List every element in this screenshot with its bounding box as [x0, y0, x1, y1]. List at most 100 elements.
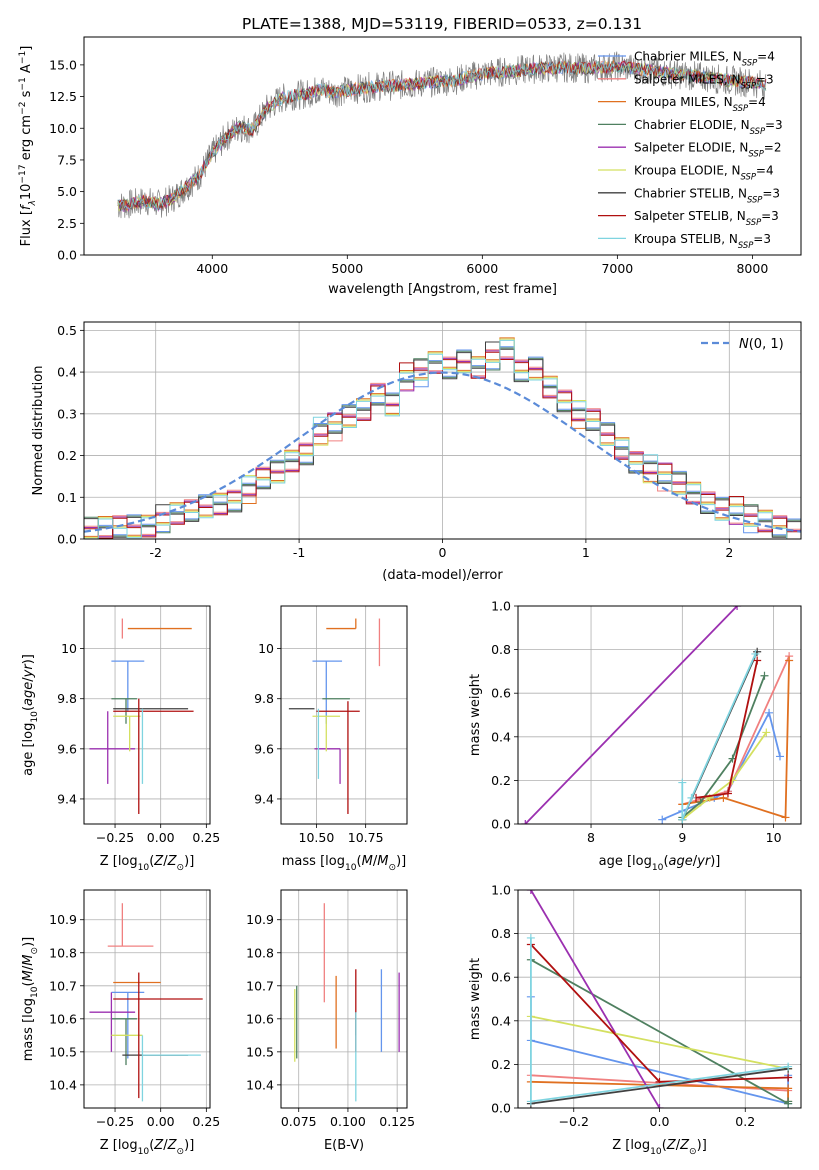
age-vs-metallicity-plot-area	[84, 606, 210, 824]
residuals-ytick-label: 0.0	[57, 532, 77, 547]
mass-vs-metallicity-frame	[83, 889, 211, 1109]
weight-vs-metallicity-xlabel-part: (	[662, 1138, 667, 1153]
residuals-ytick-label: 0.3	[57, 406, 77, 421]
mass-vs-metallicity-ylabel: mass [log10(M/M⊙)]	[21, 937, 40, 1061]
spectrum-ylabel-part: ]	[19, 46, 34, 51]
weight-line	[681, 675, 766, 819]
mass-vs-ebv-ytick-label: 10.8	[246, 945, 274, 960]
mass-vs-metallicity-xtick-label: 0.00	[147, 1114, 175, 1129]
mass-vs-ebv-xtick-label: 0.075	[281, 1114, 317, 1129]
mass-vs-metallicity-xlabel-part: 10	[138, 1147, 150, 1157]
spectrum-ylabel-part: 10	[19, 184, 34, 201]
spectrum-ylabel: Flux [fλ10−17 erg cm−2 s−1 A−1]	[18, 46, 38, 247]
weight-vs-metallicity-plot-area	[518, 890, 801, 1108]
weight-vs-metallicity-xlabel-part: )]	[697, 1138, 707, 1153]
weight-vs-age-xlabel-part: )]	[710, 854, 720, 869]
age-vs-mass-xtick-label: 10.75	[348, 830, 384, 845]
weight-vs-metallicity-xtick-label: −0.2	[559, 1114, 589, 1129]
age-vs-metallicity-xlabel-part: 10	[138, 863, 150, 873]
mass-vs-ebv-ytick-label: 10.5	[246, 1044, 274, 1059]
weight-vs-age-ylabel: mass weight	[468, 674, 483, 756]
weight-marker	[733, 606, 742, 610]
weight-marker	[753, 656, 762, 665]
age-vs-metallicity-ytick-label: 9.8	[57, 691, 77, 706]
residuals-ytick-label: 0.2	[57, 448, 77, 463]
legend-label-text: Chabrier ELODIE, N	[634, 118, 750, 132]
weight-vs-age-xtick-label: 10	[766, 830, 782, 845]
spectrum-xtick-label: 8000	[736, 261, 768, 276]
spectrum-ylabel-part: −1	[18, 77, 28, 90]
age-vs-metallicity-ytick-label: 9.4	[57, 791, 77, 806]
mass-vs-metallicity-ytick-label: 10.8	[49, 945, 77, 960]
weight-vs-age-ytick-label: 0.4	[491, 729, 511, 744]
legend-label-count: =3	[756, 72, 774, 86]
age-vs-mass-xlabel-part: )]	[396, 854, 406, 869]
weight-vs-age-xlabel: age [log10(age/yr)]	[599, 854, 721, 873]
weight-vs-age-xlabel-part: yr	[696, 854, 712, 869]
weight-vs-metallicity-ytick-label: 0.6	[491, 970, 511, 985]
spectrum-model-line	[117, 60, 767, 211]
mass-vs-metallicity-ylabel-part: M	[21, 970, 36, 981]
age-vs-metallicity-ylabel: age [log10(age/yr)]	[21, 654, 40, 776]
weight-vs-age-xlabel-part: age	[669, 854, 693, 869]
age-vs-metallicity-ylabel-part: (	[21, 706, 36, 711]
legend-label-count: =4	[748, 95, 766, 109]
weight-vs-age-xlabel-part: 10	[652, 863, 664, 873]
weight-marker	[781, 813, 790, 822]
residuals-ytick-label: 0.1	[57, 490, 77, 505]
mass-vs-metallicity-ytick-label: 10.6	[49, 1011, 77, 1026]
legend-label-sub: SSP	[741, 80, 757, 90]
age-vs-mass-xlabel-part: ⊙	[388, 863, 396, 873]
weight-vs-age-xtick-label: 8	[587, 830, 595, 845]
legend-label: Kroupa MILES, NSSP=4	[634, 95, 766, 113]
age-vs-metallicity-ylabel-part: age [log	[21, 723, 36, 776]
mass-vs-metallicity-ytick-label: 10.5	[49, 1044, 77, 1059]
weight-vs-metallicity-xlabel: Z [log10(Z/Z⊙)]	[612, 1138, 707, 1157]
age-vs-metallicity-xtick-label: 0.00	[147, 830, 175, 845]
age-vs-metallicity-xlabel-part: /	[163, 854, 168, 869]
mass-vs-metallicity-ytick-label: 10.4	[49, 1077, 77, 1092]
legend-label: Kroupa ELODIE, NSSP=4	[634, 164, 774, 182]
weight-line	[530, 1015, 789, 1070]
mass-vs-ebv-ytick-label: 10.7	[246, 978, 274, 993]
weight-vs-age-xlabel-part: /	[693, 854, 698, 869]
age-vs-metallicity-xlabel: Z [log10(Z/Z⊙)]	[100, 854, 195, 873]
legend-label-sub: SSP	[750, 126, 766, 136]
age-vs-mass-ytick-label: 9.6	[254, 741, 274, 756]
weight-marker	[678, 815, 687, 824]
residuals-xlabel: (data-model)/error	[382, 568, 503, 583]
spectrum-title: PLATE=1388, MJD=53119, FIBERID=0533, z=0…	[242, 15, 642, 33]
weight-marker	[784, 1097, 793, 1106]
legend-normal-label-part: N	[739, 337, 749, 352]
age-vs-metallicity-ylabel-part: /	[21, 677, 36, 682]
weight-marker	[723, 789, 732, 798]
weight-marker	[526, 933, 535, 942]
spectrum-model-line	[117, 60, 767, 211]
age-vs-mass-xtick-label: 10.50	[299, 830, 335, 845]
weight-vs-metallicity-xlabel-part: 10	[650, 1147, 662, 1157]
mass-vs-metallicity-xlabel: Z [log10(Z/Z⊙)]	[100, 1138, 195, 1157]
mass-vs-ebv-xlabel-part: E(B-V)	[324, 1138, 364, 1153]
age-vs-metallicity-xlabel-part: Z	[167, 854, 178, 869]
mass-vs-metallicity-ylabel-part: mass [log	[21, 998, 36, 1061]
spectrum-ylabel-part: s	[19, 90, 34, 101]
mass-vs-metallicity-plot-area	[84, 890, 210, 1108]
residuals-xtick-label: 0	[439, 545, 447, 560]
weight-vs-metallicity-xlabel-part: Z	[666, 1138, 677, 1153]
legend-label-count: =3	[753, 232, 771, 246]
age-vs-metallicity-xlabel-part: )]	[184, 854, 194, 869]
legend-label-sub: SSP	[738, 240, 754, 250]
legend-label: Chabrier MILES, NSSP=4	[634, 50, 775, 68]
age-vs-mass-xlabel-part: (	[357, 854, 362, 869]
weight-marker	[728, 776, 737, 785]
legend-normal-label: N(0, 1)	[739, 337, 784, 352]
mass-vs-metallicity-ytick-label: 10.9	[49, 912, 77, 927]
mass-vs-ebv-plot-area	[281, 890, 407, 1108]
age-vs-metallicity-ytick-label: 10	[61, 641, 77, 656]
spectrum-ytick-label: 0.0	[57, 248, 77, 263]
weight-marker	[785, 656, 794, 665]
spectrum-ylabel-part: Flux [	[19, 210, 34, 246]
mass-vs-metallicity-xlabel-part: Z	[153, 1138, 164, 1153]
weight-marker	[719, 793, 728, 802]
mass-vs-metallicity-ytick-label: 10.7	[49, 978, 77, 993]
